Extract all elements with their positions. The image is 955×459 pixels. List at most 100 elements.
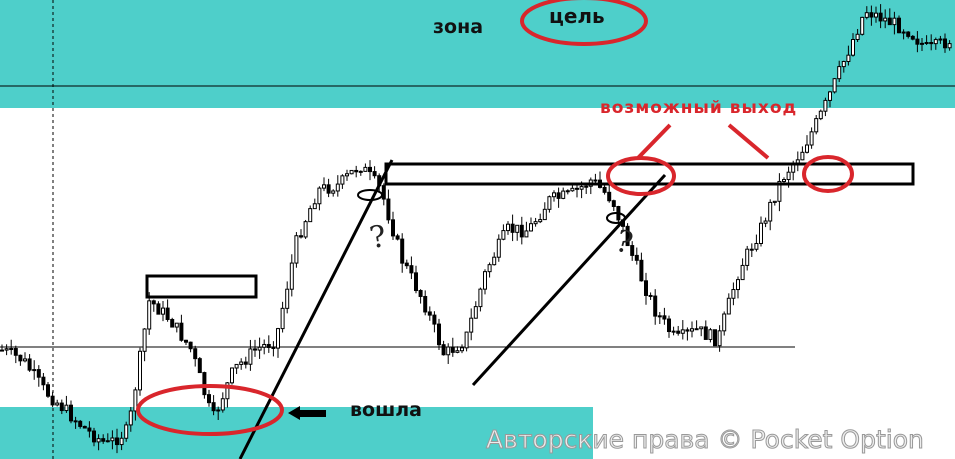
trendline-2 (471, 173, 667, 387)
candle (271, 341, 276, 357)
candle (317, 186, 322, 211)
candle (524, 221, 529, 238)
candle (887, 8, 892, 26)
candle (32, 360, 37, 380)
candle (13, 345, 18, 364)
candle (142, 328, 147, 362)
candle (331, 189, 336, 197)
candle (910, 35, 915, 41)
resistance-box-small (145, 274, 258, 299)
candle (450, 337, 455, 357)
candle (800, 146, 805, 161)
candle (496, 234, 501, 262)
candle (418, 289, 423, 304)
candle (207, 389, 211, 407)
candle (156, 301, 161, 315)
candle (492, 252, 497, 266)
candle (455, 346, 460, 354)
candle (276, 327, 280, 358)
candle (446, 343, 451, 364)
candle (372, 166, 377, 179)
candle (570, 185, 575, 192)
candle (901, 29, 906, 40)
target-zone (0, 0, 955, 108)
candles (0, 4, 952, 454)
candle (671, 326, 676, 336)
candle (87, 421, 92, 438)
candle (437, 318, 441, 350)
candle (9, 339, 14, 355)
candle (648, 292, 653, 300)
candle (708, 327, 713, 343)
candle (404, 259, 409, 269)
candle (151, 299, 156, 312)
candle (73, 416, 78, 429)
candle (368, 160, 372, 181)
candle (878, 4, 883, 29)
candle (685, 327, 690, 341)
candle (101, 434, 106, 444)
candle (285, 281, 290, 314)
candle (805, 135, 809, 154)
candle (179, 314, 184, 342)
candle (78, 419, 83, 429)
candle (193, 345, 198, 367)
candle (216, 406, 221, 420)
candle (427, 306, 432, 321)
candle (358, 170, 363, 176)
candle (110, 430, 115, 450)
candle (483, 269, 487, 295)
candle (699, 326, 704, 337)
target-circle (520, 0, 648, 46)
candle (943, 33, 947, 53)
candle (851, 33, 855, 57)
candle (0, 344, 4, 352)
candle (855, 28, 860, 42)
candle (138, 347, 142, 396)
candle (653, 289, 658, 325)
candle (501, 224, 506, 241)
candle (220, 392, 225, 413)
candle (639, 252, 644, 282)
candle (423, 290, 428, 316)
candle (680, 320, 685, 340)
candle (795, 151, 800, 172)
entered-label: вошла (350, 399, 422, 421)
candle (391, 211, 395, 241)
candle (634, 247, 639, 265)
candle (262, 339, 267, 355)
candle (506, 221, 510, 235)
candle (312, 198, 317, 210)
candle (335, 175, 340, 197)
candle (694, 320, 699, 331)
candle (933, 37, 938, 50)
candle (722, 311, 727, 336)
candle (818, 109, 823, 121)
candle (184, 339, 188, 345)
candle (234, 363, 239, 375)
candle (777, 173, 782, 212)
candle (257, 337, 262, 359)
candle (96, 434, 101, 451)
candle (809, 127, 814, 149)
candle (607, 185, 612, 203)
candle (846, 45, 851, 66)
candle (469, 308, 474, 341)
candle (731, 282, 736, 306)
candle (841, 60, 846, 73)
candle (745, 245, 750, 271)
candle (211, 395, 216, 416)
target-label: цель (549, 4, 605, 28)
candle (400, 233, 405, 273)
candle (161, 301, 165, 322)
candle (64, 395, 69, 413)
candle (864, 6, 869, 20)
candle (565, 189, 570, 195)
candle (322, 177, 326, 192)
candle (308, 205, 313, 223)
candle (395, 233, 400, 241)
candle (823, 97, 828, 117)
candle (547, 195, 552, 213)
candle (575, 185, 579, 198)
